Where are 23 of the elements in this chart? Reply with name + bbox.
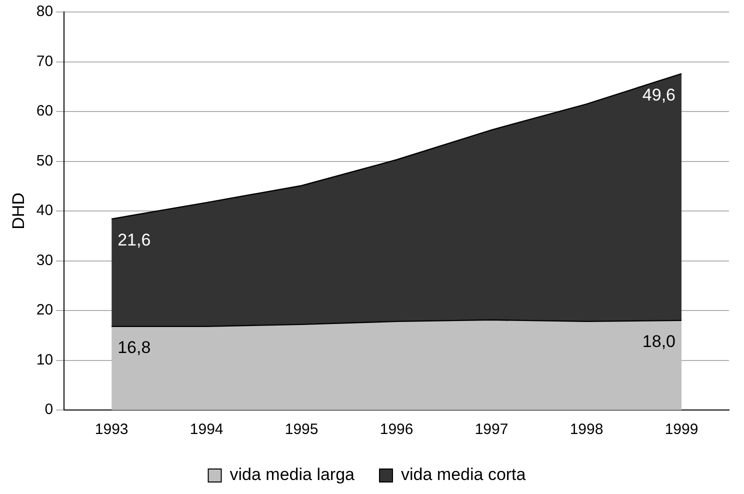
legend-label: vida media corta [401, 465, 526, 484]
data-label: 49,6 [642, 85, 676, 104]
x-tick-label: 1994 [190, 421, 224, 438]
y-tick-label: 70 [36, 52, 54, 70]
x-tick-label: 1998 [570, 421, 604, 438]
y-tick-label: 0 [44, 401, 54, 418]
y-tick-label: 50 [36, 152, 54, 170]
legend-label: vida media larga [230, 465, 356, 484]
y-tick-label: 10 [36, 351, 54, 368]
x-tick-label: 1995 [284, 421, 318, 438]
y-tick-label: 30 [36, 252, 54, 269]
data-label: 18,0 [642, 332, 676, 352]
y-tick-label: 20 [36, 302, 54, 319]
x-tick-label: 1996 [380, 421, 414, 438]
x-tick-label: 1997 [474, 421, 508, 438]
y-tick-label: 40 [36, 202, 54, 220]
x-tick-label: 1999 [664, 421, 698, 438]
data-label: 21,6 [118, 230, 151, 250]
data-label: 16,8 [118, 338, 151, 358]
y-tick-label: 80 [36, 3, 54, 20]
y-tick-label: 60 [36, 102, 54, 120]
x-tick-label: 1993 [94, 421, 128, 438]
y-axis-title: DHD [8, 192, 28, 230]
